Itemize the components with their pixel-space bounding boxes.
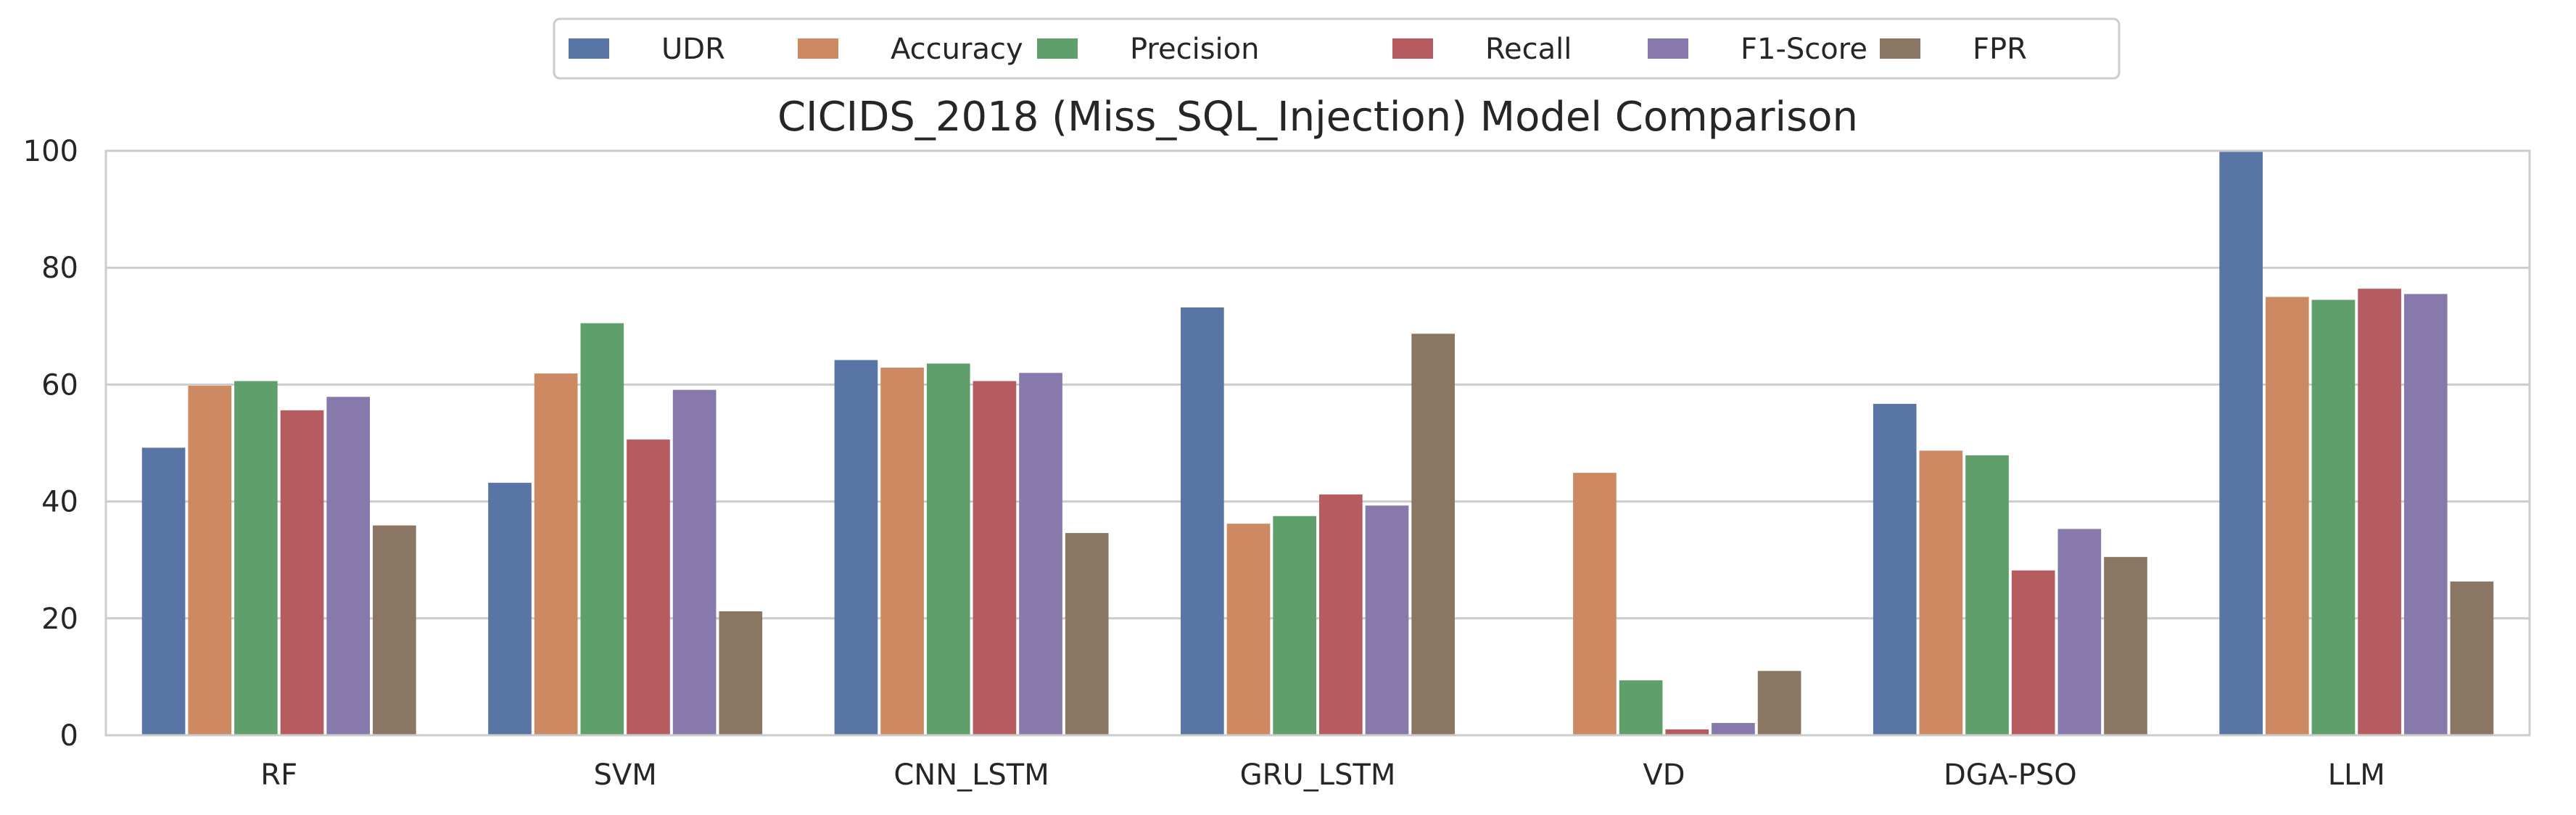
- bar-precision: [2311, 299, 2356, 735]
- chart-title: CICIDS_2018 (Miss_SQL_Injection) Model C…: [777, 94, 1858, 141]
- bar-recall: [1665, 729, 1709, 735]
- bar-f1-score: [672, 389, 717, 735]
- bar-accuracy: [534, 373, 578, 735]
- y-tick-label: 60: [41, 368, 78, 402]
- y-tick-label: 100: [23, 135, 78, 168]
- legend-swatch: [1880, 38, 1920, 59]
- legend-label: UDR: [661, 33, 725, 66]
- legend-swatch: [1392, 38, 1433, 59]
- bar-fpr: [1411, 334, 1455, 735]
- y-tick-label: 80: [41, 252, 78, 285]
- legend-label: F1-Score: [1741, 33, 1867, 66]
- bar-f1-score: [1365, 505, 1409, 735]
- y-tick-label: 40: [41, 486, 78, 519]
- bar-accuracy: [1573, 473, 1617, 735]
- bar-recall: [1319, 494, 1363, 735]
- bar-recall: [627, 439, 670, 735]
- bar-f1-score: [1712, 723, 1755, 735]
- bar-recall: [2011, 570, 2055, 735]
- legend: UDR Accuracy Precision Recall F1-Score FPR: [553, 17, 2121, 80]
- bar-accuracy: [1919, 450, 1963, 735]
- bars: [141, 151, 2494, 736]
- bar-udr: [141, 447, 186, 735]
- bar-f1-score: [2057, 529, 2102, 735]
- x-tick-label: SVM: [594, 758, 657, 792]
- bar-f1-score: [1019, 373, 1062, 735]
- x-tick-label: CNN_LSTM: [893, 758, 1049, 792]
- bar-precision: [234, 381, 278, 735]
- bar-fpr: [719, 611, 763, 735]
- bar-recall: [2358, 289, 2401, 735]
- bar-fpr: [373, 525, 416, 735]
- x-tick-label: DGA-PSO: [1944, 758, 2077, 792]
- x-tick-label: VD: [1643, 758, 1685, 792]
- bar-recall: [280, 410, 324, 735]
- bar-f1-score: [326, 397, 371, 735]
- legend-label: Accuracy: [891, 33, 1023, 66]
- bar-fpr: [1065, 533, 1109, 735]
- plot-frame: [104, 149, 2531, 737]
- legend-label: Precision: [1130, 33, 1259, 66]
- legend-label: FPR: [1973, 33, 2027, 66]
- bar-udr: [834, 360, 878, 736]
- y-tick-label: 20: [41, 603, 78, 636]
- bar-udr: [1873, 403, 1917, 735]
- bar-f1-score: [2403, 294, 2448, 736]
- legend-swatch: [1648, 38, 1688, 59]
- bar-precision: [926, 363, 970, 735]
- legend-swatch: [569, 38, 609, 59]
- bar-fpr: [2450, 582, 2494, 735]
- x-tick-labels: RF SVM CNN_LSTM GRU_LSTM VD DGA-PSO LLM: [260, 758, 2385, 792]
- y-tick-labels: 0 20 40 60 80 100: [23, 135, 78, 753]
- bar-accuracy: [880, 368, 924, 735]
- legend-swatch: [798, 38, 838, 59]
- y-tick-label: 0: [60, 719, 78, 753]
- x-tick-label: RF: [260, 758, 297, 792]
- bar-udr: [1181, 307, 1224, 735]
- bar-fpr: [2104, 557, 2147, 735]
- bar-udr: [488, 482, 532, 735]
- legend-swatch: [1037, 38, 1078, 59]
- bar-precision: [1273, 516, 1316, 735]
- bar-precision: [580, 323, 624, 735]
- x-tick-label: LLM: [2328, 758, 2385, 792]
- x-tick-label: GRU_LSTM: [1240, 758, 1396, 792]
- legend-frame: [553, 17, 2121, 80]
- bar-fpr: [1757, 671, 1801, 735]
- bar-accuracy: [188, 386, 232, 735]
- legend-label: Recall: [1485, 33, 1572, 66]
- grid-lines: [106, 149, 2530, 737]
- bar-accuracy: [1226, 524, 1271, 735]
- bar-accuracy: [2265, 297, 2309, 735]
- bar-precision: [1965, 455, 2009, 735]
- bar-udr: [2219, 151, 2263, 735]
- bar-recall: [973, 381, 1017, 735]
- bar-precision: [1619, 680, 1663, 735]
